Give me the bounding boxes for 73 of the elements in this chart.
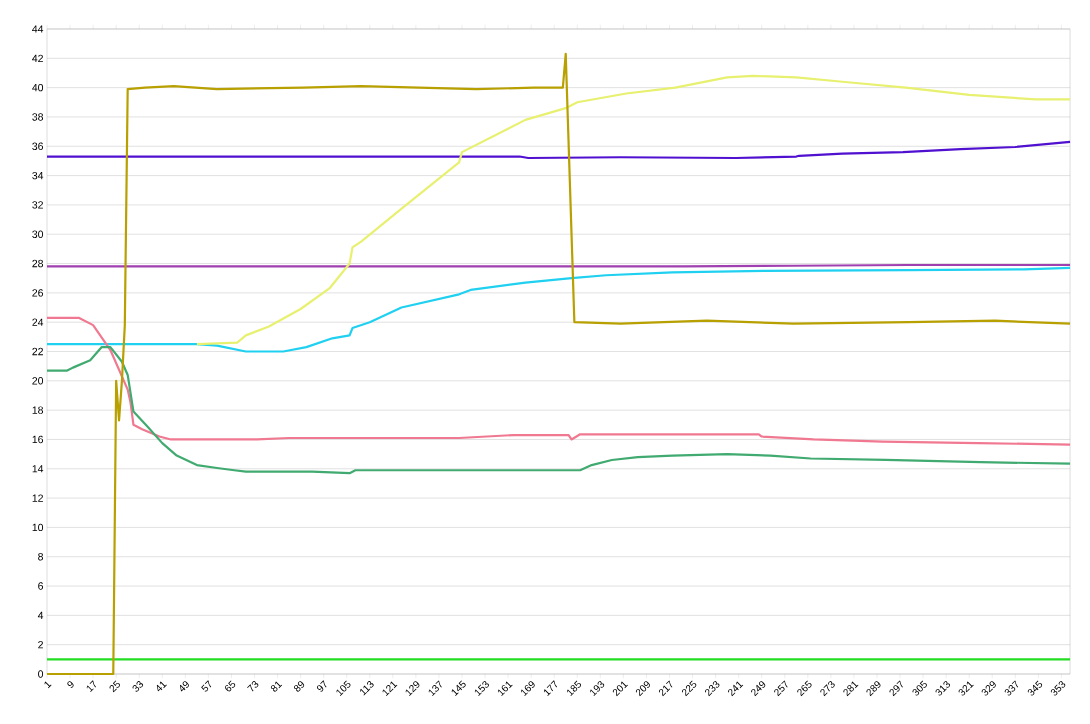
x-tick-label: 241: [728, 681, 744, 697]
line-series: [45, 346, 1072, 475]
y-tick-label: 2: [38, 641, 43, 649]
x-tick-label: 265: [797, 680, 812, 697]
y-tick-label: 14: [32, 465, 44, 473]
x-tick-label: 233: [705, 681, 720, 697]
line-series: [45, 266, 1072, 353]
y-tick-label: 26: [32, 289, 44, 297]
y-tick-label: 36: [32, 142, 44, 150]
x-tick-label: 185: [567, 680, 582, 697]
x-tick-label: 81: [270, 681, 283, 692]
x-tick-label: 281: [843, 681, 859, 697]
y-tick-label: 34: [32, 171, 44, 180]
x-tick-label: 273: [820, 681, 835, 697]
x-tick-label: 225: [681, 680, 697, 697]
x-tick-label: 113: [360, 681, 374, 696]
x-tick-label: 337: [1004, 680, 1019, 696]
x-tick-label: 249: [751, 681, 766, 697]
y-tick-label: 30: [32, 230, 44, 238]
x-tick-label: 49: [179, 681, 189, 692]
x-tick-label: 217: [658, 680, 673, 697]
x-tick-label: 65: [225, 680, 236, 692]
y-tick-label: 28: [32, 259, 44, 268]
x-tick-label: 353: [1050, 681, 1066, 696]
y-tick-label: 38: [32, 113, 44, 121]
x-tick-label: 33: [132, 681, 144, 692]
x-tick-label: 177: [543, 680, 558, 696]
x-tick-label: 73: [247, 681, 259, 692]
x-tick-label: 153: [474, 681, 489, 697]
x-tick-label: 145: [451, 680, 466, 696]
x-tick-label: 329: [981, 681, 996, 696]
x-tick-label: 305: [912, 680, 927, 696]
y-tick-label: 32: [32, 201, 43, 209]
line-series: [195, 74, 1072, 346]
x-tick-label: 313: [935, 681, 951, 696]
x-tick-label: 105: [336, 680, 351, 697]
x-tick-label: 321: [958, 681, 974, 696]
x-tick-label: 289: [866, 681, 881, 697]
line-series: [45, 140, 1072, 160]
x-tick-label: 257: [774, 680, 788, 697]
x-tick-label: 297: [889, 680, 903, 697]
x-tick-label: 161: [497, 681, 513, 697]
x-tick-label: 57: [201, 680, 212, 692]
x-tick-label: 1: [44, 681, 52, 689]
x-tick-label: 209: [635, 681, 650, 697]
y-tick-label: 40: [32, 83, 44, 92]
x-tick-label: 121: [382, 681, 398, 697]
y-tick-label: 24: [32, 318, 44, 326]
x-tick-label: 41: [156, 681, 167, 692]
x-tick-label: 193: [590, 681, 605, 697]
x-tick-label: 169: [520, 681, 535, 697]
y-tick-label: 0: [38, 670, 44, 678]
y-tick-label: 8: [38, 553, 44, 561]
x-tick-label: 201: [612, 681, 628, 697]
y-tick-label: 20: [32, 377, 44, 385]
y-tick-label: 12: [32, 494, 43, 502]
x-tick-label: 89: [293, 681, 305, 692]
x-tick-label: 345: [1027, 680, 1043, 696]
x-tick-label: 25: [109, 680, 120, 693]
y-tick-label: 18: [32, 406, 44, 414]
x-tick-label: 17: [86, 680, 96, 693]
x-tick-label: 9: [67, 681, 74, 688]
y-tick-label: 10: [32, 523, 44, 532]
x-tick-label: 97: [317, 680, 327, 692]
x-tick-label: 129: [405, 681, 420, 697]
y-tick-label: 6: [38, 582, 44, 590]
y-tick-label: 4: [37, 611, 44, 619]
y-tick-label: 22: [32, 347, 43, 356]
y-tick-label: 42: [32, 54, 43, 62]
y-tick-label: 16: [32, 435, 44, 444]
line-series: [45, 316, 1072, 446]
y-tick-label: 44: [32, 25, 44, 33]
x-tick-label: 137: [428, 680, 442, 697]
